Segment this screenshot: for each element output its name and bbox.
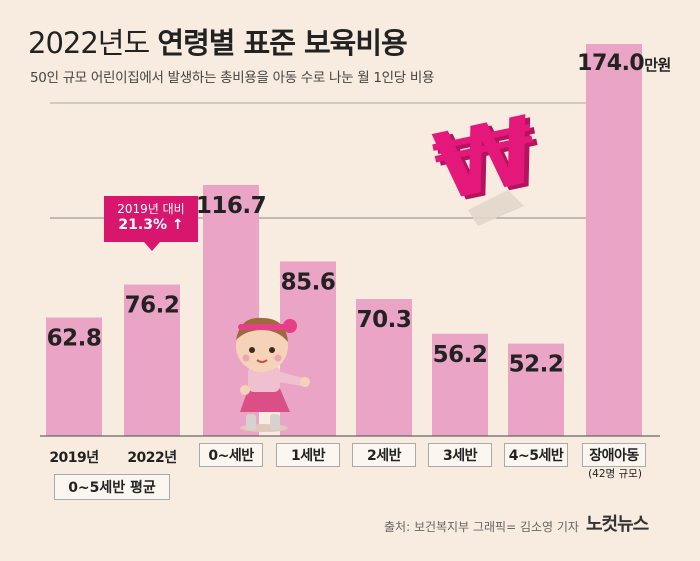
category-note: (42명 규모) bbox=[588, 468, 642, 480]
value-label-2: 116.7 bbox=[196, 193, 266, 219]
bar-0 bbox=[46, 317, 102, 436]
publisher-logo: 노컷뉴스 bbox=[586, 514, 649, 535]
increase-callout: 2019년 대비 21.3% ↑ bbox=[104, 196, 198, 251]
category-label-3: 1세반 bbox=[276, 443, 340, 467]
category-label-4: 2세반 bbox=[352, 443, 416, 467]
svg-text:₩: ₩ bbox=[430, 99, 552, 225]
child-illustration bbox=[236, 317, 310, 432]
value-label-7: 174.0만원 bbox=[577, 51, 671, 76]
source-credit: 출처: 보건복지부 그래픽= 김소영 기자 bbox=[384, 520, 579, 534]
title-year: 2022년도 bbox=[28, 26, 150, 60]
value-label-0: 62.8 bbox=[47, 326, 102, 352]
category-label-6: 4~5세반 bbox=[504, 443, 568, 467]
category-label-5: 3세반 bbox=[428, 443, 492, 467]
value-label-4: 70.3 bbox=[357, 307, 412, 333]
bar-4 bbox=[356, 299, 412, 436]
won-currency-icon: ₩ ₩ bbox=[425, 96, 552, 226]
bar-3 bbox=[280, 261, 336, 436]
group-label-average: 0~5세반 평균 bbox=[54, 474, 170, 500]
bar-7 bbox=[586, 44, 642, 436]
bar-6 bbox=[508, 343, 564, 436]
svg-text:₩: ₩ bbox=[425, 96, 547, 222]
chart-title: 2022년도 연령별 표준 보육비용 bbox=[28, 20, 408, 62]
value-label-3: 85.6 bbox=[281, 269, 336, 295]
chart-subtitle: 50인 규모 어린이집에서 발생하는 총비용을 아동 수로 나눈 월 1인당 비… bbox=[30, 70, 435, 86]
value-label-5: 56.2 bbox=[433, 342, 488, 368]
bar-5 bbox=[432, 333, 488, 436]
category-label-7: 장애아동 bbox=[582, 443, 646, 467]
callout-line1: 2019년 대비 bbox=[117, 202, 185, 216]
category-label-2: 0~세반 bbox=[199, 443, 263, 467]
callout-line2: 21.3% ↑ bbox=[118, 217, 184, 233]
bar-1 bbox=[124, 284, 180, 436]
title-main: 연령별 표준 보육비용 bbox=[157, 26, 407, 60]
value-label-1: 76.2 bbox=[125, 293, 180, 319]
category-label-0: 2019년 bbox=[49, 450, 99, 466]
value-label-6: 52.2 bbox=[509, 352, 564, 378]
category-label-1: 2022년 bbox=[127, 450, 177, 466]
